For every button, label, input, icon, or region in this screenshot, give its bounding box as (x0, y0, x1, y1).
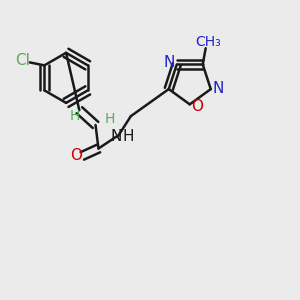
Text: H: H (70, 109, 80, 123)
Text: Cl: Cl (15, 52, 30, 68)
Text: O: O (70, 148, 82, 163)
Text: H: H (105, 112, 116, 126)
Text: CH₃: CH₃ (195, 35, 221, 49)
Text: N: N (164, 56, 175, 70)
Text: N: N (110, 129, 122, 144)
Text: O: O (191, 99, 203, 114)
Text: H: H (122, 129, 134, 144)
Text: N: N (212, 81, 224, 96)
